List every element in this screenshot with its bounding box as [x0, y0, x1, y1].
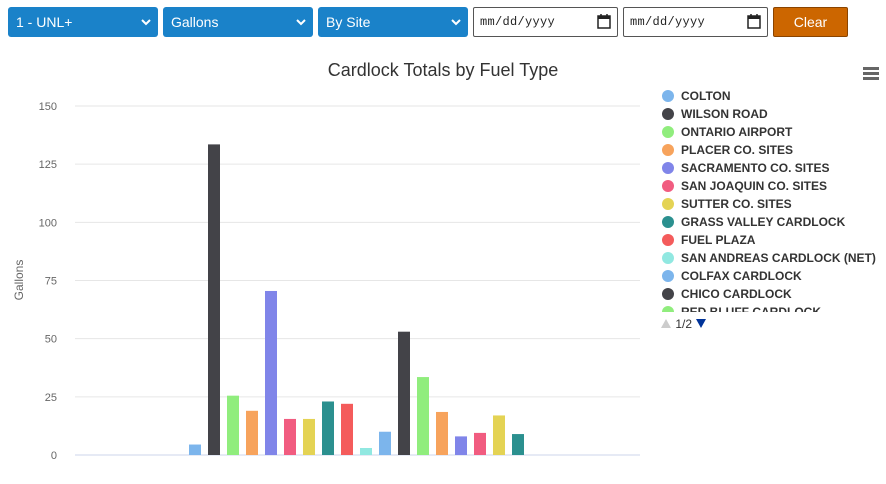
legend-label: CHICO CARDLOCK [681, 287, 792, 301]
legend-label: WILSON ROAD [681, 107, 768, 121]
chart-legend: COLTON WILSON ROAD ONTARIO AIRPORT PLACER C… [660, 86, 880, 312]
legend-marker [662, 216, 674, 228]
y-tick-label: 100 [39, 217, 57, 229]
legend-label: COLFAX CARDLOCK [681, 269, 802, 283]
bar-wilson-road[interactable] [398, 331, 410, 455]
legend-label: SAN JOAQUIN CO. SITES [681, 179, 828, 193]
legend-marker [662, 252, 674, 264]
legend-marker [662, 108, 674, 120]
fuel-type-select-value: 1 - UNL+ [16, 14, 73, 30]
bar-ontario-airport[interactable] [417, 377, 429, 455]
y-tick-label: 0 [51, 450, 57, 462]
start-date-input[interactable]: mm/dd/yyyy [473, 7, 618, 37]
unit-select[interactable]: Gallons [163, 7, 313, 37]
bar-ontario-airport[interactable] [227, 395, 239, 455]
legend-label: SUTTER CO. SITES [681, 197, 792, 211]
bar-wilson-road[interactable] [208, 144, 220, 455]
legend-marker [662, 306, 674, 312]
bar-sutter-co-sites[interactable] [303, 418, 315, 455]
pager-down-arrow-icon[interactable] [695, 318, 707, 329]
legend-label: SACRAMENTO CO. SITES [681, 161, 830, 175]
bar-grass-valley-cardlock[interactable] [512, 434, 524, 455]
bar-san-joaquin-co-sites[interactable] [284, 418, 296, 455]
unit-select-value: Gallons [171, 14, 219, 30]
legend-pager: 1/2 [660, 317, 707, 333]
group-by-select-value: By Site [326, 14, 371, 30]
bar-sacramento-co-sites[interactable] [455, 436, 467, 455]
legend-label: FUEL PLAZA [681, 233, 756, 247]
legend-label: PLACER CO. SITES [681, 143, 794, 157]
fuel-type-select[interactable]: 1 - UNL+ [8, 7, 158, 37]
y-axis-label: Gallons [12, 260, 26, 301]
bar-placer-co-sites[interactable] [436, 411, 448, 455]
pager-text: 1/2 [675, 317, 693, 331]
legend-marker [662, 180, 674, 192]
filter-toolbar: 1 - UNL+ Gallons By Site mm/dd/yyyy mm/d… [0, 0, 886, 44]
bar-sutter-co-sites[interactable] [493, 415, 505, 455]
y-tick-label: 125 [39, 159, 57, 171]
legend-label: SAN ANDREAS CARDLOCK (NET) [681, 251, 876, 265]
legend-label: ONTARIO AIRPORT [681, 125, 793, 139]
legend-marker [662, 126, 674, 138]
legend-marker [662, 162, 674, 174]
bar-fuel-plaza[interactable] [341, 403, 353, 455]
calendar-icon[interactable] [747, 14, 761, 29]
bar-colfax-cardlock[interactable] [189, 444, 201, 455]
bar-grass-valley-cardlock[interactable] [322, 401, 334, 455]
end-date-input[interactable]: mm/dd/yyyy [623, 7, 768, 37]
end-date-placeholder: mm/dd/yyyy [630, 15, 706, 29]
clear-button[interactable]: Clear [773, 7, 848, 37]
y-tick-label: 75 [45, 276, 57, 288]
chevron-down-icon [451, 19, 461, 26]
calendar-icon[interactable] [597, 14, 611, 29]
bar-colton[interactable] [379, 431, 391, 455]
legend-marker [662, 288, 674, 300]
y-tick-label: 25 [45, 392, 57, 404]
legend-marker [662, 144, 674, 156]
y-tick-label: 50 [45, 334, 57, 346]
legend-marker [662, 90, 674, 102]
chevron-down-icon [296, 19, 306, 26]
legend-marker [662, 198, 674, 210]
legend-marker [662, 234, 674, 246]
bar-placer-co-sites[interactable] [246, 410, 258, 455]
chart-title: Cardlock Totals by Fuel Type [327, 60, 559, 80]
y-tick-label: 150 [39, 101, 57, 113]
legend-label: RED BLUFF CARDLOCK [681, 305, 821, 312]
legend-label: GRASS VALLEY CARDLOCK [681, 215, 846, 229]
bar-san-joaquin-co-sites[interactable] [474, 432, 486, 455]
start-date-placeholder: mm/dd/yyyy [480, 15, 556, 29]
legend-marker [662, 270, 674, 282]
pager-up-arrow-icon[interactable] [660, 318, 672, 329]
hamburger-menu-icon[interactable] [863, 67, 879, 81]
bar-sacramento-co-sites[interactable] [265, 290, 277, 455]
bar-san-andreas-cardlock-net[interactable] [360, 448, 372, 455]
legend-label: COLTON [681, 89, 731, 103]
chevron-down-icon [141, 19, 151, 26]
group-by-select[interactable]: By Site [318, 7, 468, 37]
